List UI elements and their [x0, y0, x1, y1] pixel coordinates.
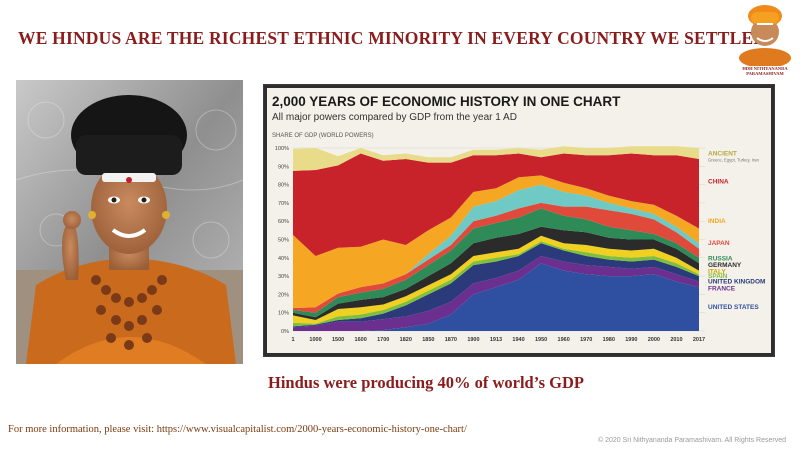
x-tick-label: 1000 [309, 337, 321, 343]
x-tick-label: 1900 [467, 337, 479, 343]
x-tick-label: 1500 [332, 337, 344, 343]
area-series-ancient [293, 146, 699, 171]
y-tick-label: 70% [278, 201, 289, 207]
chart-y-axis-label: SHARE OF GDP (WORLD POWERS) [272, 133, 374, 139]
legend-label: INDIA [708, 218, 726, 225]
legend-label: ITALY [708, 268, 726, 275]
chart-panel: 2,000 YEARS OF ECONOMIC HISTORY IN ONE C… [267, 88, 771, 353]
y-tick-label: 100% [275, 146, 289, 152]
portrait-image [16, 80, 243, 364]
x-tick-label: 1870 [445, 337, 457, 343]
x-tick-label: 1850 [422, 337, 434, 343]
chart-frame: 2,000 YEARS OF ECONOMIC HISTORY IN ONE C… [263, 84, 775, 357]
x-tick-label: 2000 [648, 337, 660, 343]
legend-label: FRANCE [708, 286, 736, 293]
chart-subtitle: All major powers compared by GDP from th… [272, 112, 517, 123]
stacked-area-chart: 0% 10% 20% 30% 40% 50% 60% 70% 80% 90% 100% 1 1000 15… [275, 146, 766, 343]
area-series-russia [293, 208, 699, 318]
legend-label: UNITED STATES [708, 304, 759, 311]
y-tick-label: 10% [278, 311, 289, 317]
legend-label: JAPAN [708, 240, 730, 247]
y-tick-label: 50% [278, 238, 289, 244]
y-tick-label: 40% [278, 256, 289, 262]
area-series-india [293, 175, 699, 309]
area-series-spain [293, 241, 699, 327]
y-tick-label: 80% [278, 183, 289, 189]
x-tick-label: 1700 [377, 337, 389, 343]
x-tick-label: 1990 [625, 337, 637, 343]
guru-portrait-icon [739, 5, 791, 68]
x-tick-label: 1600 [355, 337, 367, 343]
x-tick-label: 1940 [512, 337, 524, 343]
area-series-united-states [293, 263, 699, 331]
x-tick-label: 1970 [580, 337, 592, 343]
y-tick-label: 30% [278, 274, 289, 280]
area-series-unlabeled [293, 184, 699, 309]
x-tick-label: 1950 [535, 337, 547, 343]
y-tick-label: 90% [278, 164, 289, 170]
logo: HDH NITHYANANDA PARAMASHIVAM [735, 4, 795, 90]
legend-label: GERMANY [708, 262, 742, 269]
area-series-germany [293, 226, 699, 320]
legend-note: Greece, Egypt, Turkey, Iran [708, 157, 760, 162]
y-tick-label: 60% [278, 219, 289, 225]
logo-text: HDH NITHYANANDA PARAMASHIVAM [742, 66, 788, 76]
x-tick-label: 2017 [693, 337, 705, 343]
area-series-italy [293, 235, 699, 324]
x-tick-label: 1913 [490, 337, 502, 343]
y-tick-label: 0% [281, 329, 289, 335]
legend-label: UNITED KINGDOM [708, 278, 765, 285]
x-tick-label: 1 [291, 337, 294, 343]
legend-label: SPAIN [708, 273, 728, 280]
area-series-united-kingdom [293, 243, 699, 328]
more-info-link[interactable]: For more information, please visit: http… [8, 424, 467, 435]
area-series-france [293, 256, 699, 331]
chart-title: 2,000 YEARS OF ECONOMIC HISTORY IN ONE C… [272, 94, 621, 109]
x-tick-label: 1960 [558, 337, 570, 343]
legend-label: ANCIENT [708, 150, 737, 157]
area-series-china [293, 153, 699, 256]
y-tick-label: 20% [278, 292, 289, 298]
copyright: © 2020 Sri Nithyananda Paramashivam. All… [597, 437, 786, 444]
slide-title: WE HINDUS ARE THE RICHEST ETHNIC MINORIT… [18, 28, 767, 48]
x-tick-label: 2010 [670, 337, 682, 343]
x-tick-label: 1980 [603, 337, 615, 343]
caption: Hindus were producing 40% of world’s GDP [268, 373, 584, 392]
legend-label: CHINA [708, 179, 729, 186]
legend-label: RUSSIA [708, 256, 733, 263]
x-tick-label: 1820 [400, 337, 412, 343]
